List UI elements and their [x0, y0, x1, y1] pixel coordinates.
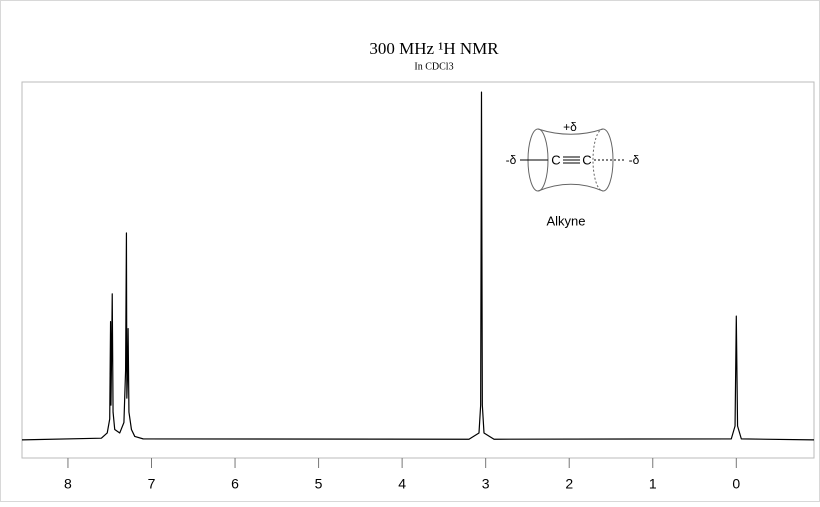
chart-subtitle: In CDCl3	[414, 61, 453, 72]
charge-label: -δ	[506, 153, 517, 167]
cone-right	[602, 128, 614, 192]
x-tick-label: 4	[398, 476, 406, 492]
inset-diagram	[520, 128, 624, 192]
x-tick-label: 0	[732, 476, 740, 492]
plot-frame	[21, 81, 815, 459]
x-tick-label: 5	[315, 476, 323, 492]
atom-label: C	[551, 152, 560, 167]
spectrum-line	[21, 91, 815, 441]
charge-label: +δ	[563, 120, 577, 134]
atom-label: C	[582, 152, 591, 167]
x-tick-label: 1	[649, 476, 657, 492]
inset-label: Alkyne	[546, 213, 585, 228]
charge-label: -δ	[629, 153, 640, 167]
cone-outline	[537, 128, 604, 192]
x-tick-label: 6	[231, 476, 239, 492]
x-tick-label: 3	[482, 476, 490, 492]
x-tick-label: 8	[64, 476, 72, 492]
x-tick-label: 2	[565, 476, 573, 492]
chart-title: 300 MHz ¹H NMR	[369, 39, 499, 58]
cone-right-back	[592, 128, 604, 192]
x-tick-label: 7	[148, 476, 156, 492]
